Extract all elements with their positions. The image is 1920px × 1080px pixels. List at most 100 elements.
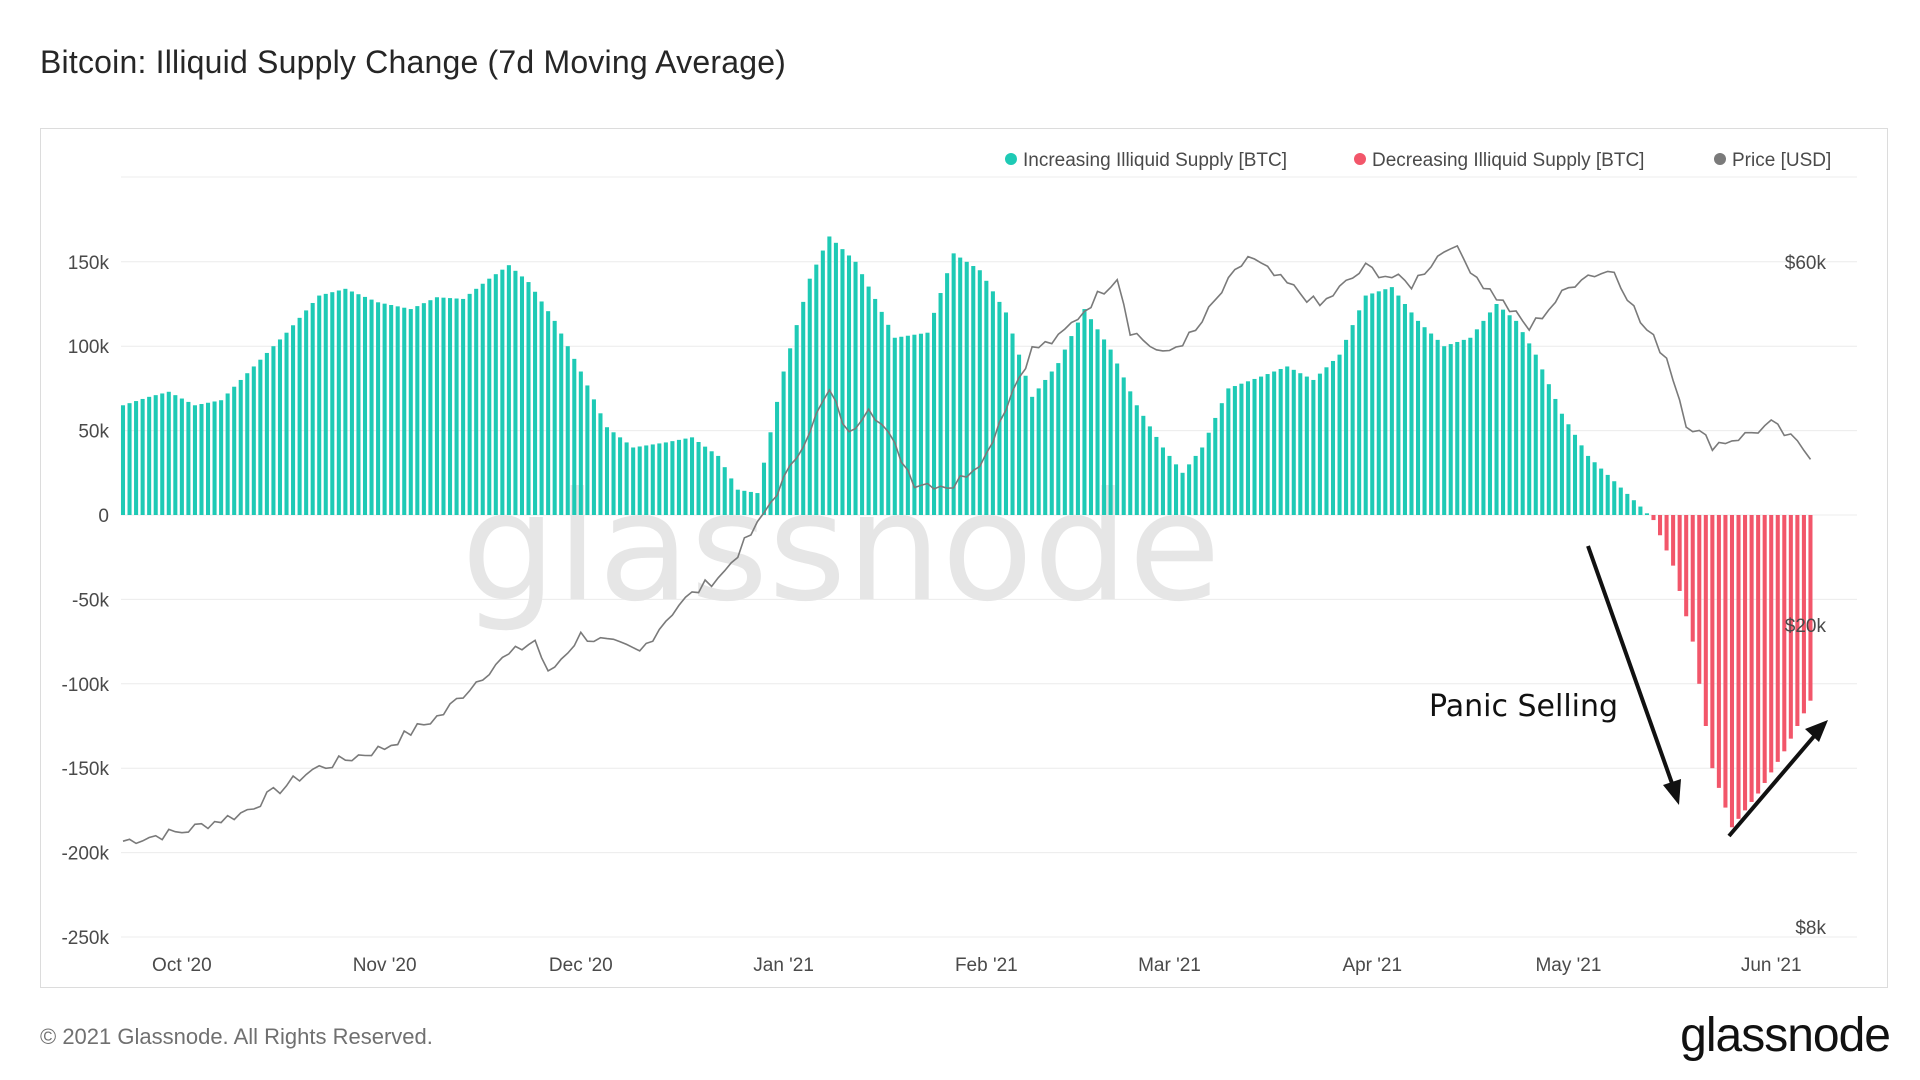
bar-increasing — [873, 298, 878, 515]
bar-increasing — [1442, 346, 1447, 515]
bar-increasing — [820, 250, 825, 516]
bar-increasing — [1553, 398, 1558, 515]
bar-increasing — [1062, 349, 1067, 515]
bar-increasing — [807, 278, 812, 515]
bar-increasing — [977, 270, 982, 515]
bar-decreasing — [1788, 515, 1793, 739]
bar-decreasing — [1664, 515, 1669, 551]
bar-decreasing — [1690, 515, 1695, 642]
bar-increasing — [238, 379, 243, 515]
bar-increasing — [310, 302, 315, 515]
bar-increasing — [251, 366, 256, 515]
bar-increasing — [1533, 354, 1538, 515]
brand-logo: glassnode — [1680, 1009, 1891, 1062]
bar-decreasing — [1651, 515, 1656, 521]
bar-increasing — [219, 400, 224, 515]
bar-increasing — [428, 300, 433, 515]
bar-increasing — [716, 455, 721, 515]
bar-increasing — [1102, 339, 1107, 515]
bar-increasing — [153, 395, 158, 515]
bar-increasing — [650, 444, 655, 515]
bar-increasing — [1082, 309, 1087, 515]
bar-increasing — [1330, 360, 1336, 515]
bar-increasing — [892, 337, 897, 515]
bar-increasing — [1043, 379, 1048, 515]
bar-decreasing — [1749, 515, 1754, 802]
bar-increasing — [722, 467, 727, 515]
bar-increasing — [1115, 363, 1120, 515]
y-axis-right: $60k $20k $8k — [1785, 253, 1827, 939]
bar-increasing — [434, 297, 439, 515]
bar-increasing — [1363, 295, 1368, 515]
y-left-tick-label: 150k — [68, 253, 110, 274]
bar-decreasing — [1795, 515, 1800, 726]
bar-increasing — [631, 447, 636, 515]
bar-increasing — [1036, 388, 1041, 515]
bar-increasing — [1187, 464, 1192, 515]
bar-increasing — [990, 291, 995, 515]
x-tick-label: May '21 — [1535, 955, 1601, 976]
bar-increasing — [1507, 315, 1512, 515]
bar-increasing — [951, 253, 956, 516]
bar-decreasing — [1782, 515, 1787, 752]
bar-increasing — [1069, 336, 1074, 515]
bar-increasing — [1232, 386, 1237, 515]
bar-increasing — [1252, 378, 1257, 515]
bar-increasing — [748, 491, 753, 515]
bar-increasing — [644, 445, 649, 515]
bar-increasing — [971, 266, 976, 515]
bar-increasing — [1474, 329, 1479, 515]
y-left-tick-label: 100k — [68, 337, 110, 358]
bar-increasing — [134, 401, 139, 515]
bar-increasing — [343, 288, 348, 515]
bar-increasing — [598, 413, 603, 515]
bar-increasing — [1259, 376, 1264, 515]
bar-increasing — [768, 432, 773, 515]
bar-increasing — [618, 437, 623, 515]
bar-increasing — [781, 371, 786, 515]
y-left-tick-label: -150k — [61, 759, 109, 780]
bar-decreasing — [1710, 515, 1715, 769]
bar-increasing — [709, 451, 714, 515]
x-tick-label: Apr '21 — [1342, 955, 1402, 976]
bar-decreasing — [1703, 515, 1708, 726]
bar-increasing — [1213, 417, 1218, 515]
bar-increasing — [860, 274, 865, 515]
bar-increasing — [415, 306, 420, 515]
bar-increasing — [284, 332, 289, 515]
bar-increasing — [1501, 309, 1506, 515]
bar-increasing — [1455, 341, 1460, 515]
bar-decreasing — [1729, 515, 1735, 828]
bar-increasing — [1350, 325, 1355, 515]
bar-increasing — [480, 283, 485, 515]
bar-increasing — [1566, 424, 1571, 515]
bar-increasing — [1344, 339, 1349, 515]
bar-decreasing — [1743, 515, 1748, 811]
bar-increasing — [1514, 320, 1519, 515]
bar-increasing — [663, 442, 668, 515]
bar-increasing — [376, 302, 381, 515]
bar-decreasing — [1697, 515, 1702, 684]
annotation-panic-selling: Panic Selling — [1429, 689, 1618, 724]
legend-marker — [1714, 153, 1726, 165]
bar-increasing — [304, 310, 309, 515]
bar-increasing — [1494, 304, 1499, 515]
bar-increasing — [526, 282, 531, 515]
illiquid-supply-chart: glassnode 150k100k50k0-50k-100k-150k-200… — [61, 150, 1857, 976]
bar-increasing — [1317, 373, 1322, 515]
bar-increasing — [1376, 291, 1381, 515]
bar-increasing — [519, 276, 525, 515]
x-tick-label: Jan '21 — [753, 955, 814, 976]
bar-increasing — [1337, 354, 1342, 515]
bar-increasing — [487, 278, 492, 515]
bar-decreasing — [1756, 515, 1761, 794]
bar-increasing — [925, 332, 930, 515]
bar-increasing — [1579, 445, 1584, 515]
bar-increasing — [1396, 295, 1401, 515]
y-left-tick-label: -50k — [72, 590, 109, 611]
bar-increasing — [905, 335, 910, 515]
bar-increasing — [1075, 322, 1080, 515]
annotation-arrows — [1586, 545, 1828, 838]
bar-decreasing — [1808, 515, 1813, 701]
bar-decreasing — [1677, 515, 1682, 591]
